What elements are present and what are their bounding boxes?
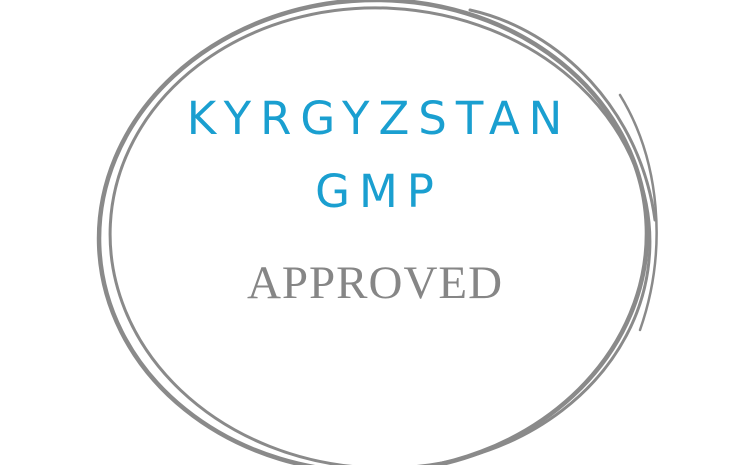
- stamp-gmp-text: GMP: [315, 165, 443, 218]
- stamp-approved-text: APPROVED: [246, 257, 504, 309]
- outer-ring: [96, 0, 650, 465]
- inner-ring: [108, 6, 652, 465]
- ring-stroke-right: [618, 93, 658, 332]
- ring-stroke-overlap: [468, 8, 657, 222]
- stamp-country-text: KYRGYZSTAN: [186, 92, 572, 145]
